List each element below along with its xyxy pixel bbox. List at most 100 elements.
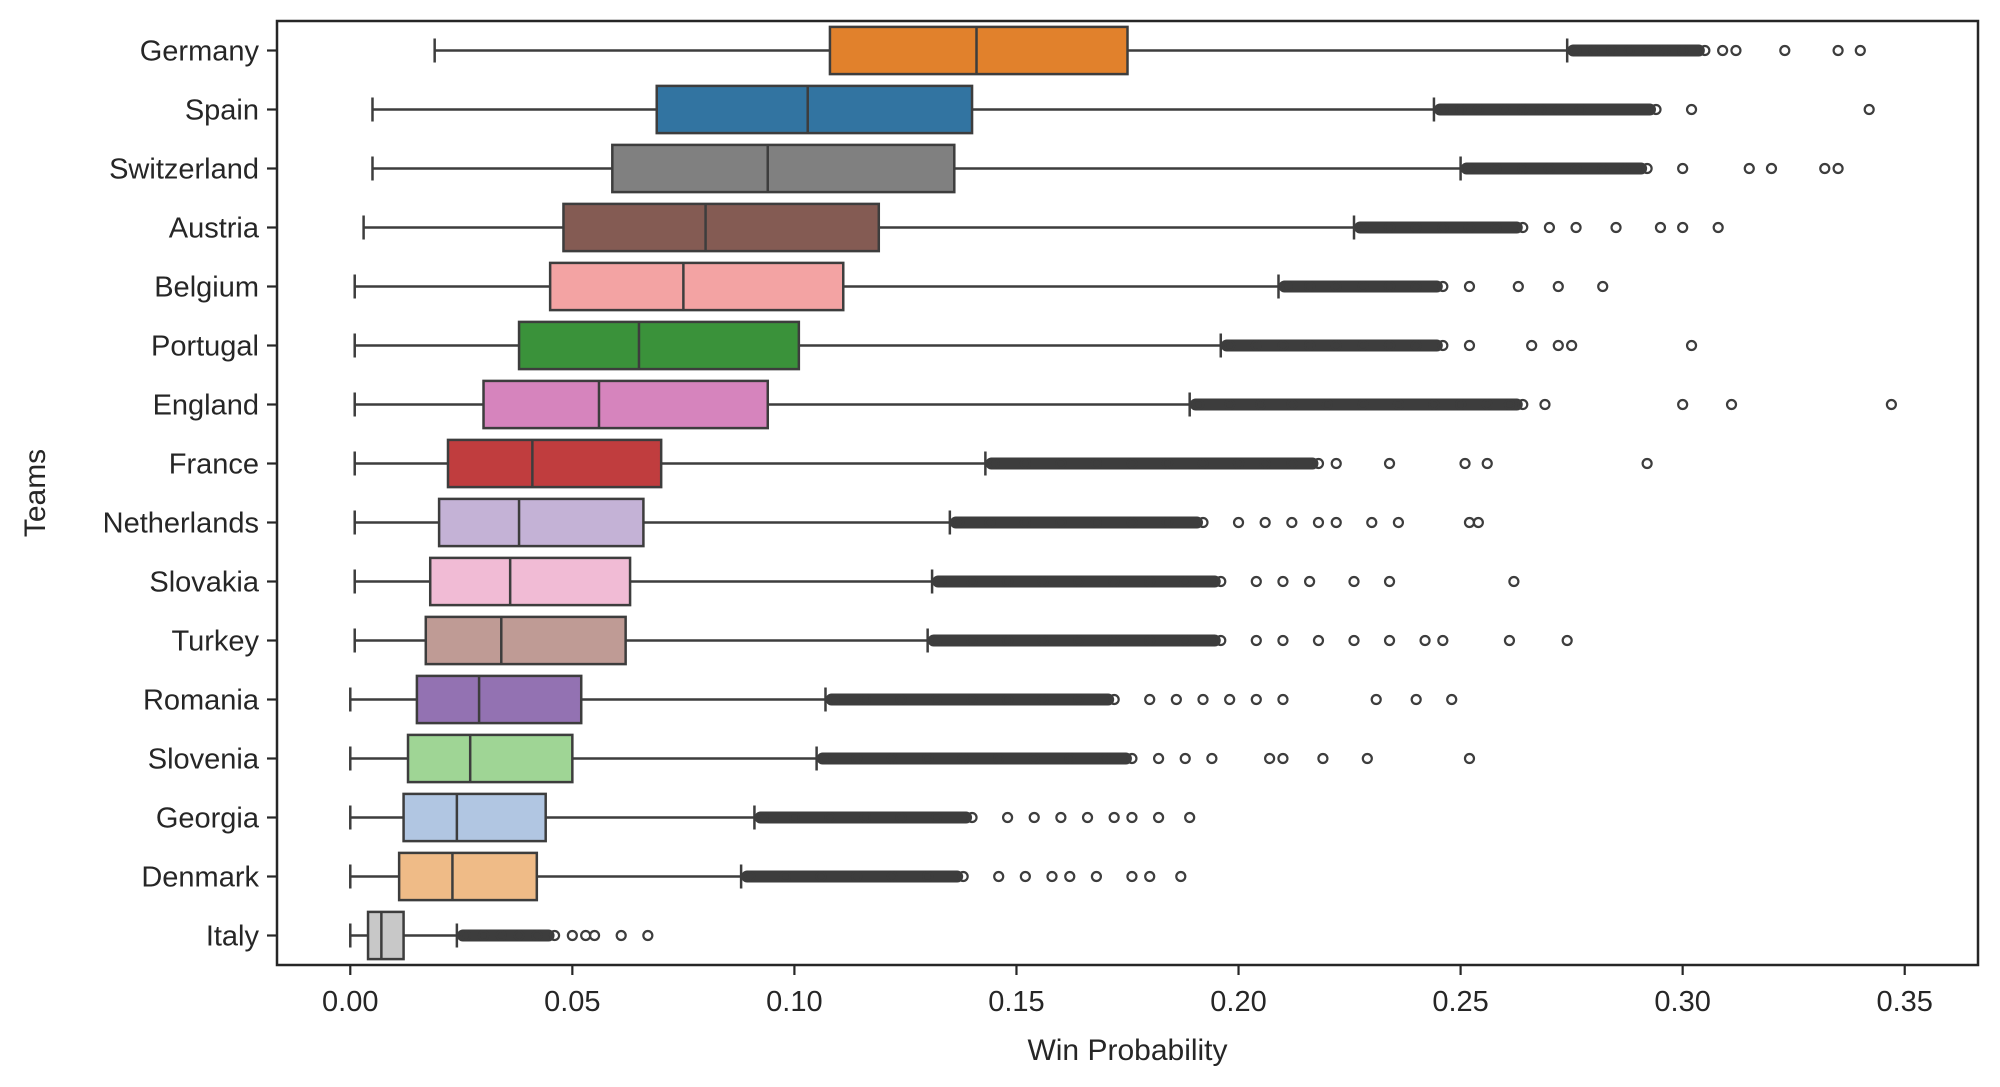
- outlier-point: [1281, 280, 1293, 293]
- box-belgium: [548, 261, 845, 312]
- box-switzerland: [611, 143, 956, 194]
- box-group-switzerland: [371, 143, 1844, 194]
- outlier-point: [1330, 339, 1342, 352]
- outlier-point: [1303, 575, 1316, 588]
- box-austria: [562, 202, 881, 253]
- outlier-point: [1019, 457, 1031, 470]
- outlier-point: [1370, 693, 1382, 706]
- box-denmark: [397, 851, 539, 902]
- outlier-point: [1619, 162, 1631, 175]
- outlier-point: [1570, 162, 1582, 175]
- outlier-point: [1410, 280, 1422, 293]
- x-tick-label: 0.30: [1654, 986, 1710, 1018]
- outlier-point: [1392, 398, 1405, 411]
- y-tick-label: England: [153, 390, 259, 422]
- outlier-point: [895, 693, 907, 706]
- outlier-point: [886, 752, 898, 765]
- outlier-point: [1383, 457, 1396, 470]
- outlier-point: [1224, 339, 1236, 352]
- outlier-point: [1499, 103, 1511, 116]
- outlier-point: [1552, 339, 1564, 352]
- x-axis-title: Win Probability: [1027, 1034, 1227, 1067]
- box-group-denmark: [349, 851, 1187, 902]
- outlier-point: [1463, 339, 1476, 352]
- outlier-point: [815, 870, 827, 883]
- outlier-point: [1597, 280, 1609, 293]
- outlier-point: [993, 752, 1005, 765]
- outlier-point: [1250, 634, 1262, 647]
- outlier-point: [1552, 103, 1564, 116]
- outlier-point: [1255, 398, 1267, 411]
- box-group-romania: [349, 674, 1458, 725]
- outlier-point: [850, 870, 863, 883]
- outlier-point: [922, 870, 934, 883]
- outlier-point: [1277, 339, 1289, 352]
- outlier-point: [531, 929, 543, 942]
- outlier-point: [1490, 221, 1502, 234]
- outlier-point: [1885, 398, 1897, 411]
- outlier-point: [1419, 634, 1431, 647]
- outlier-point: [1312, 634, 1325, 647]
- outlier-point: [935, 575, 947, 588]
- outlier-point: [1259, 516, 1271, 529]
- outlier-point: [1197, 457, 1209, 470]
- outlier-point: [1330, 516, 1342, 529]
- outlier-point: [779, 870, 792, 883]
- outlier-point: [1717, 44, 1729, 57]
- outlier-point: [1543, 162, 1556, 175]
- outlier-point: [1126, 516, 1138, 529]
- outlier-point: [1677, 162, 1689, 175]
- outlier-point: [1383, 634, 1396, 647]
- outlier-point: [1472, 516, 1484, 529]
- outlier-point: [1503, 634, 1516, 647]
- outlier-point: [1503, 398, 1516, 411]
- outlier-point: [1064, 752, 1076, 765]
- outlier-point: [1832, 44, 1844, 57]
- outlier-point: [460, 929, 472, 942]
- outlier-point: [1001, 811, 1014, 824]
- outlier-point: [1437, 634, 1449, 647]
- outlier-point: [1357, 398, 1369, 411]
- outlier-point: [1526, 339, 1538, 352]
- outlier-point: [930, 811, 943, 824]
- outlier-point: [859, 693, 872, 706]
- outlier-point: [1232, 457, 1245, 470]
- outlier-point: [1552, 280, 1564, 293]
- outlier-point: [1765, 162, 1778, 175]
- outlier-point: [1677, 221, 1689, 234]
- outlier-point: [1099, 752, 1111, 765]
- outlier-point: [1854, 44, 1866, 57]
- outlier-point: [1357, 280, 1369, 293]
- box-group-portugal: [353, 320, 1698, 371]
- outlier-point: [1170, 693, 1182, 706]
- outlier-point: [1197, 693, 1209, 706]
- outlier-point: [1126, 457, 1138, 470]
- box-group-netherlands: [353, 497, 1484, 548]
- y-tick-label: Italy: [206, 921, 260, 953]
- y-axis-title: Teams: [19, 449, 52, 537]
- outlier-point: [1161, 516, 1174, 529]
- outlier-point: [1090, 457, 1103, 470]
- outlier-point: [1366, 516, 1378, 529]
- outlier-point: [1437, 339, 1449, 352]
- outlier-point: [1330, 457, 1342, 470]
- box-group-germany: [433, 25, 1866, 76]
- outlier-point: [1224, 398, 1236, 411]
- outlier-point: [1863, 103, 1875, 116]
- box-group-spain: [371, 84, 1875, 135]
- outlier-point: [1259, 457, 1271, 470]
- outlier-point: [495, 929, 507, 942]
- outlier-point: [1463, 516, 1476, 529]
- outlier-point: [1090, 870, 1103, 883]
- outlier-point: [1064, 870, 1076, 883]
- outlier-cluster: [1567, 44, 1705, 57]
- outlier-point: [1179, 752, 1191, 765]
- outlier-point: [1144, 693, 1156, 706]
- box-germany: [828, 25, 1129, 76]
- outlier-point: [1512, 280, 1524, 293]
- y-tick-label: Portugal: [151, 331, 259, 363]
- outlier-point: [1383, 575, 1396, 588]
- outlier-point: [859, 811, 872, 824]
- y-tick-label: Turkey: [171, 626, 259, 658]
- outlier-point: [1392, 516, 1405, 529]
